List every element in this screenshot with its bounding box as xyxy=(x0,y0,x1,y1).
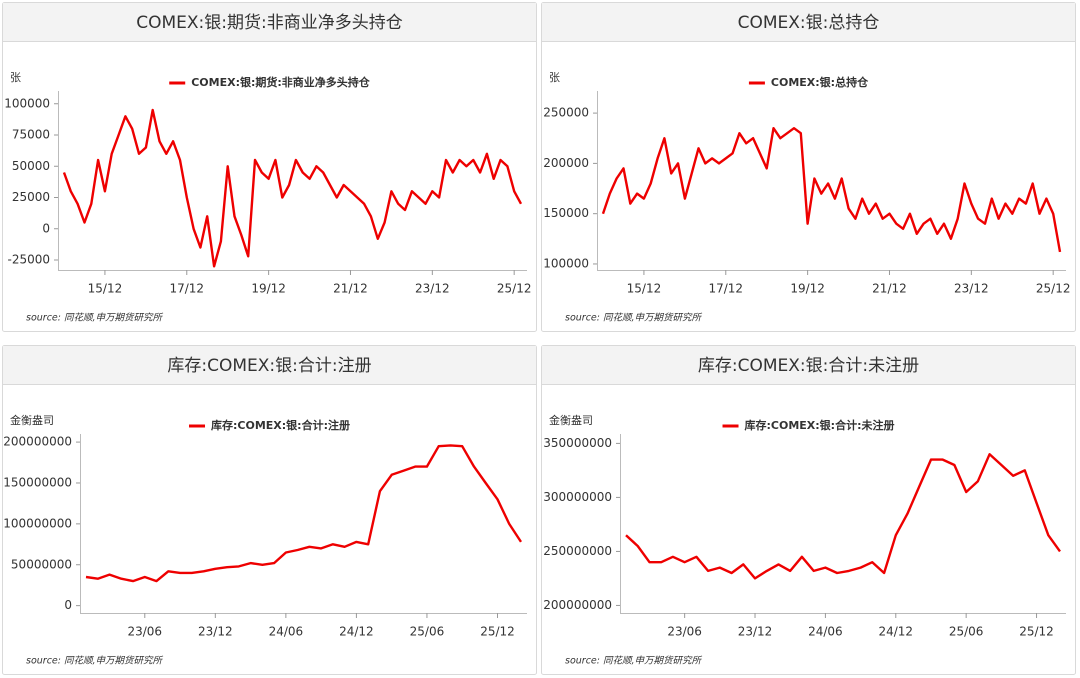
legend-label: COMEX:银:总持仓 xyxy=(771,75,869,89)
y-tick-label: 100000 xyxy=(543,256,589,270)
y-tick-label: 0 xyxy=(42,221,50,235)
y-tick-label: 100000000 xyxy=(3,516,72,530)
x-tick-label: 19/12 xyxy=(251,282,286,296)
x-tick-label: 15/12 xyxy=(627,282,662,296)
x-tick-label: 21/12 xyxy=(872,282,907,296)
source-note: source: 同花顺,申万期货研究所 xyxy=(26,655,163,667)
y-tick-label: 250000 xyxy=(543,106,589,120)
x-tick-label: 24/06 xyxy=(269,625,304,639)
x-tick-label: 23/06 xyxy=(127,625,162,639)
x-tick-label: 15/12 xyxy=(88,282,123,296)
y-tick-label: 200000000 xyxy=(543,598,612,612)
source-note: source: 同花顺,申万期货研究所 xyxy=(565,655,702,667)
y-tick-label: 150000000 xyxy=(3,475,72,489)
data-line xyxy=(601,126,1062,253)
y-tick-label: 150000 xyxy=(543,206,589,220)
data-line xyxy=(625,453,1061,580)
y-tick-label: 50000000 xyxy=(11,557,72,571)
x-tick-label: 25/06 xyxy=(410,625,445,639)
chart-title: 库存:COMEX:银:合计:注册 xyxy=(167,356,371,376)
y-unit: 金衡盎司 xyxy=(549,413,593,427)
panel-header xyxy=(3,346,536,384)
x-tick-label: 25/12 xyxy=(1036,282,1071,296)
panel-frame xyxy=(2,345,537,675)
panel-frame xyxy=(541,2,1076,332)
y-tick-label: 200000000 xyxy=(3,435,72,449)
x-tick-label: 23/12 xyxy=(738,625,773,639)
x-tick-label: 17/12 xyxy=(708,282,743,296)
y-tick-label: 75000 xyxy=(12,128,50,142)
y-tick-label: 200000 xyxy=(543,156,589,170)
panel-frame xyxy=(541,345,1076,675)
x-tick-label: 24/12 xyxy=(878,625,913,639)
y-tick-label: 250000000 xyxy=(543,544,612,558)
legend-label: 库存:COMEX:银:合计:未注册 xyxy=(745,418,895,432)
y-tick-label: 300000000 xyxy=(543,490,612,504)
panel-header xyxy=(3,3,536,41)
source-note: source: 同花顺,申万期货研究所 xyxy=(26,312,163,324)
y-unit: 金衡盎司 xyxy=(10,413,54,427)
y-tick-label: 25000 xyxy=(12,190,50,204)
chart-title: COMEX:银:总持仓 xyxy=(738,13,880,33)
panel-frame xyxy=(2,2,537,332)
x-tick-label: 23/12 xyxy=(415,282,450,296)
panel-header xyxy=(542,3,1075,41)
y-tick-label: 50000 xyxy=(12,159,50,173)
legend-label: 库存:COMEX:银:合计:注册 xyxy=(211,418,350,432)
x-tick-label: 25/12 xyxy=(1019,625,1054,639)
chart-title: 库存:COMEX:银:合计:未注册 xyxy=(698,356,919,376)
x-tick-label: 25/12 xyxy=(497,282,532,296)
x-tick-label: 23/12 xyxy=(198,625,233,639)
source-note: source: 同花顺,申万期货研究所 xyxy=(565,312,702,324)
y-tick-label: 0 xyxy=(64,598,72,612)
y-tick-label: 100000 xyxy=(4,96,50,110)
x-tick-label: 23/06 xyxy=(667,625,702,639)
chart-title: COMEX:银:期货:非商业净多头持仓 xyxy=(136,13,403,33)
x-tick-label: 21/12 xyxy=(333,282,368,296)
x-tick-label: 23/12 xyxy=(954,282,989,296)
x-tick-label: 17/12 xyxy=(169,282,204,296)
y-unit: 张 xyxy=(549,71,560,84)
x-tick-label: 24/06 xyxy=(808,625,843,639)
legend-label: COMEX:银:期货:非商业净多头持仓 xyxy=(191,75,371,89)
x-tick-label: 19/12 xyxy=(790,282,825,296)
y-tick-label: -25000 xyxy=(7,253,50,267)
x-tick-label: 25/12 xyxy=(480,625,515,639)
x-tick-label: 24/12 xyxy=(339,625,374,639)
data-line xyxy=(62,108,523,268)
panel-header xyxy=(542,346,1075,384)
data-line xyxy=(85,444,523,583)
y-unit: 张 xyxy=(10,71,21,84)
y-tick-label: 350000000 xyxy=(543,436,612,450)
x-tick-label: 25/06 xyxy=(949,625,984,639)
